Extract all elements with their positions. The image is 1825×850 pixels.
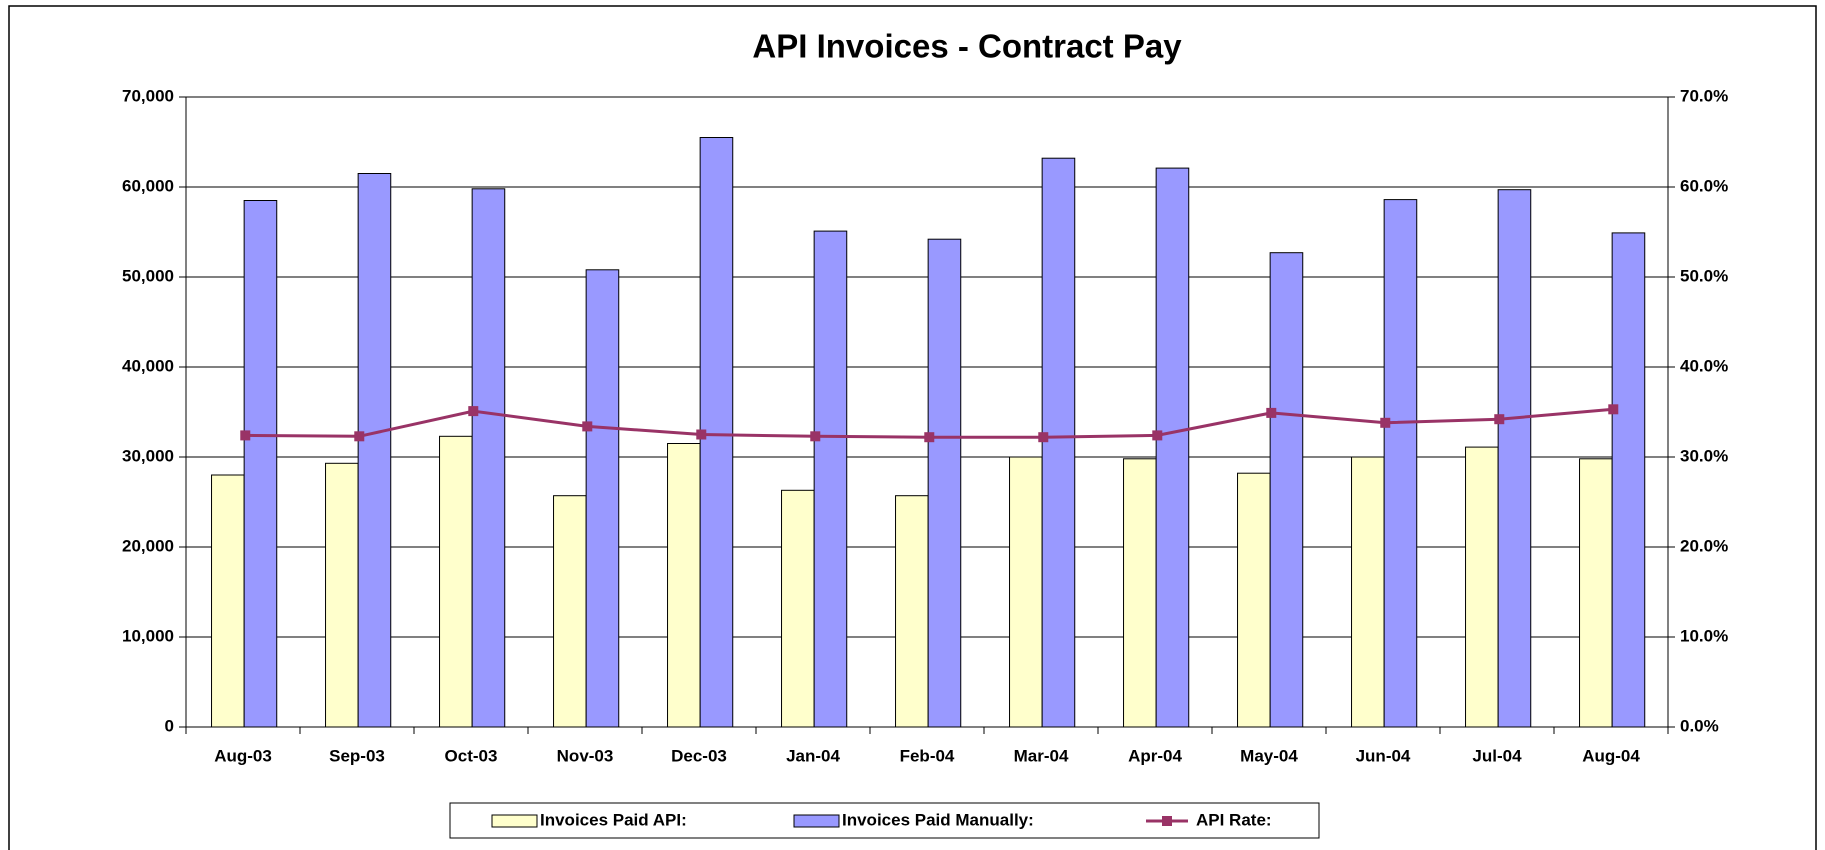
bar [781, 489, 815, 728]
y-tick-label: 70,000 [122, 86, 174, 105]
y2-tick-label: 60.0% [1680, 176, 1728, 195]
line-marker [1380, 417, 1391, 428]
bar [325, 462, 359, 728]
legend-swatch [491, 814, 538, 828]
bar [471, 188, 506, 728]
legend-label: Invoices Paid API: [540, 810, 687, 829]
line-marker [1494, 414, 1505, 425]
bar [1611, 232, 1646, 728]
line-marker [240, 430, 251, 441]
x-tick-label: Oct-03 [445, 746, 498, 765]
line-marker [354, 431, 365, 442]
y-tick-label: 60,000 [122, 176, 174, 195]
x-tick-label: Apr-04 [1128, 746, 1182, 765]
bar [1579, 458, 1613, 728]
bar [667, 443, 701, 728]
x-tick-label: Aug-04 [1582, 746, 1640, 765]
line-marker [582, 421, 593, 432]
x-tick-label: Dec-03 [671, 746, 727, 765]
legend-swatch [1162, 816, 1172, 826]
legend-label: Invoices Paid Manually: [842, 810, 1034, 829]
chart-title: API Invoices - Contract Pay [752, 28, 1182, 65]
y2-tick-label: 50.0% [1680, 266, 1728, 285]
bar [1123, 458, 1157, 728]
x-tick-label: Feb-04 [900, 746, 955, 765]
y2-tick-label: 70.0% [1680, 86, 1728, 105]
bar [1155, 167, 1190, 728]
y-tick-label: 10,000 [122, 626, 174, 645]
legend-swatch [793, 814, 840, 828]
bar [1009, 456, 1043, 728]
line-marker [810, 431, 821, 442]
x-tick-label: Jan-04 [786, 746, 840, 765]
legend-label: API Rate: [1196, 810, 1272, 829]
bar [1237, 472, 1271, 728]
y-tick-label: 20,000 [122, 536, 174, 555]
y-tick-label: 50,000 [122, 266, 174, 285]
y-tick-label: 30,000 [122, 446, 174, 465]
bar [927, 238, 962, 728]
bar [211, 474, 245, 728]
x-tick-label: May-04 [1240, 746, 1298, 765]
bar [1269, 252, 1304, 728]
y-tick-label: 40,000 [122, 356, 174, 375]
y2-tick-label: 20.0% [1680, 536, 1728, 555]
line-marker [1266, 407, 1277, 418]
x-tick-label: Jun-04 [1356, 746, 1411, 765]
y-tick-label: 0 [165, 716, 174, 735]
x-tick-label: Nov-03 [557, 746, 614, 765]
y2-tick-label: 10.0% [1680, 626, 1728, 645]
y2-tick-label: 0.0% [1680, 716, 1719, 735]
bar [1041, 157, 1076, 728]
bar [813, 230, 848, 728]
bar [1497, 189, 1532, 728]
bar [1383, 199, 1418, 728]
line-marker [468, 406, 479, 417]
line-marker [1608, 404, 1619, 415]
bar [585, 269, 620, 728]
bar [1351, 456, 1385, 728]
line-marker [1152, 430, 1163, 441]
bar [553, 495, 587, 728]
x-tick-label: Aug-03 [214, 746, 272, 765]
line-marker [696, 429, 707, 440]
x-tick-label: Sep-03 [329, 746, 385, 765]
bar [439, 435, 473, 728]
bar [357, 173, 392, 728]
y2-tick-label: 40.0% [1680, 356, 1728, 375]
bar [243, 200, 278, 728]
bar [895, 495, 929, 728]
line-marker [1038, 432, 1049, 443]
line-marker [924, 432, 935, 443]
x-tick-label: Mar-04 [1014, 746, 1069, 765]
y2-tick-label: 30.0% [1680, 446, 1728, 465]
x-tick-label: Jul-04 [1472, 746, 1522, 765]
bar [1465, 446, 1499, 728]
